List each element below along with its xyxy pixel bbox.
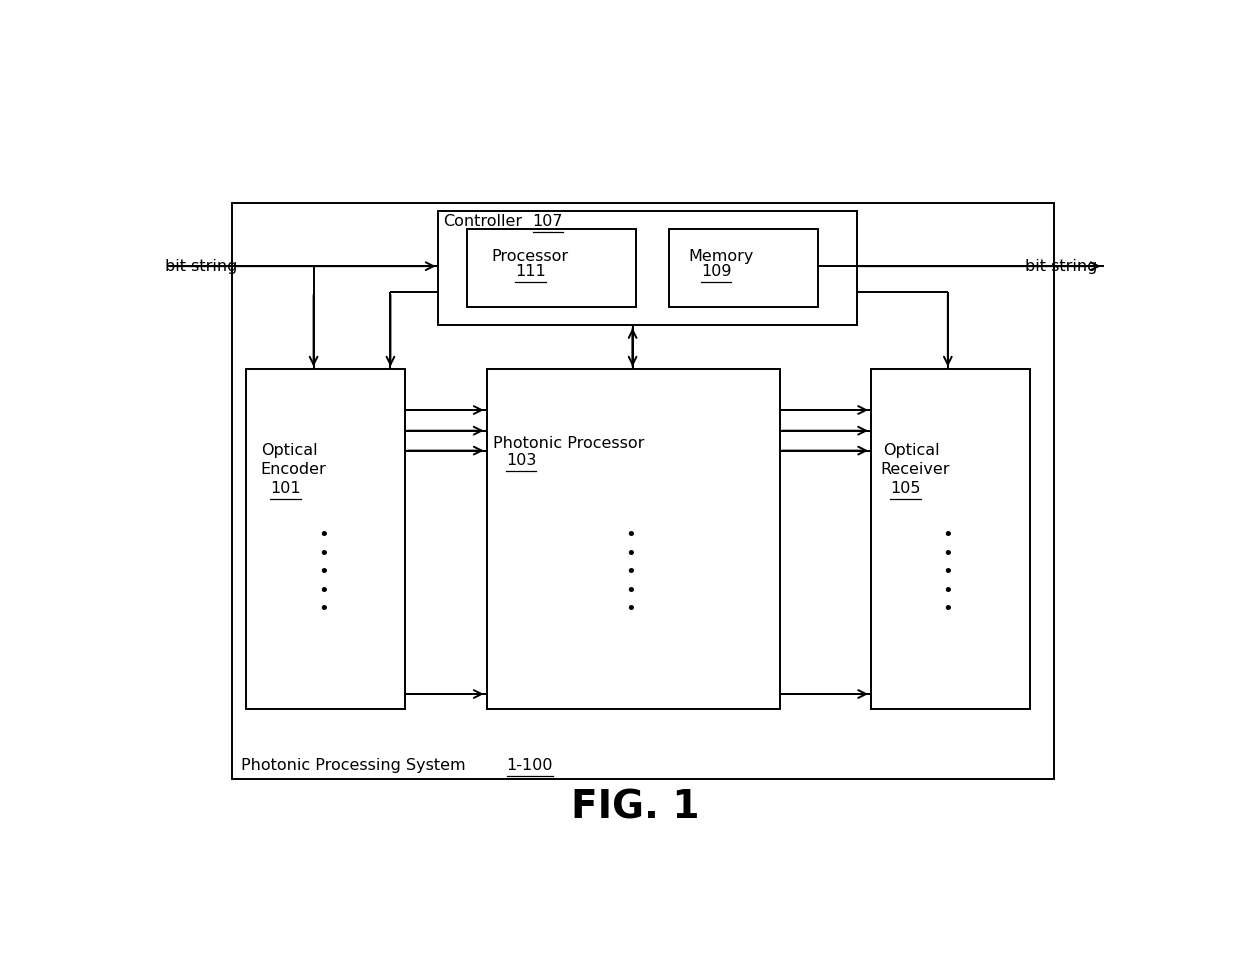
Text: •: • xyxy=(625,545,636,563)
Text: •: • xyxy=(942,527,954,544)
Text: •: • xyxy=(942,601,954,618)
Bar xyxy=(247,370,404,709)
Bar xyxy=(467,229,635,307)
Text: 101: 101 xyxy=(270,481,301,495)
Bar xyxy=(232,203,1054,779)
Text: Encoder: Encoder xyxy=(260,463,326,477)
Text: •: • xyxy=(317,601,329,618)
Text: •: • xyxy=(942,563,954,582)
Text: •: • xyxy=(625,601,636,618)
Text: 103: 103 xyxy=(506,453,536,468)
Text: bit string: bit string xyxy=(165,259,237,274)
Bar xyxy=(670,229,818,307)
Text: Photonic Processing System: Photonic Processing System xyxy=(242,758,466,773)
Text: •: • xyxy=(317,545,329,563)
Text: •: • xyxy=(942,545,954,563)
Text: FIG. 1: FIG. 1 xyxy=(572,788,699,827)
Text: Receiver: Receiver xyxy=(880,463,950,477)
Bar xyxy=(870,370,1029,709)
Text: 109: 109 xyxy=(701,263,732,279)
Text: 107: 107 xyxy=(533,214,563,229)
Text: Photonic Processor: Photonic Processor xyxy=(494,436,645,450)
Text: •: • xyxy=(942,582,954,600)
Text: 1-100: 1-100 xyxy=(507,758,553,773)
Text: •: • xyxy=(625,527,636,544)
Text: bit string: bit string xyxy=(1024,259,1097,274)
Text: 111: 111 xyxy=(516,263,546,279)
Text: Optical: Optical xyxy=(883,444,940,458)
Text: •: • xyxy=(317,582,329,600)
Text: Processor: Processor xyxy=(491,249,568,264)
Text: •: • xyxy=(317,527,329,544)
Text: Controller: Controller xyxy=(444,214,522,229)
Text: •: • xyxy=(625,563,636,582)
Text: •: • xyxy=(317,563,329,582)
Text: Optical: Optical xyxy=(260,444,317,458)
Text: 105: 105 xyxy=(890,481,920,495)
Text: •: • xyxy=(625,582,636,600)
Text: Memory: Memory xyxy=(688,249,754,264)
Bar xyxy=(486,370,780,709)
Bar xyxy=(439,211,857,325)
